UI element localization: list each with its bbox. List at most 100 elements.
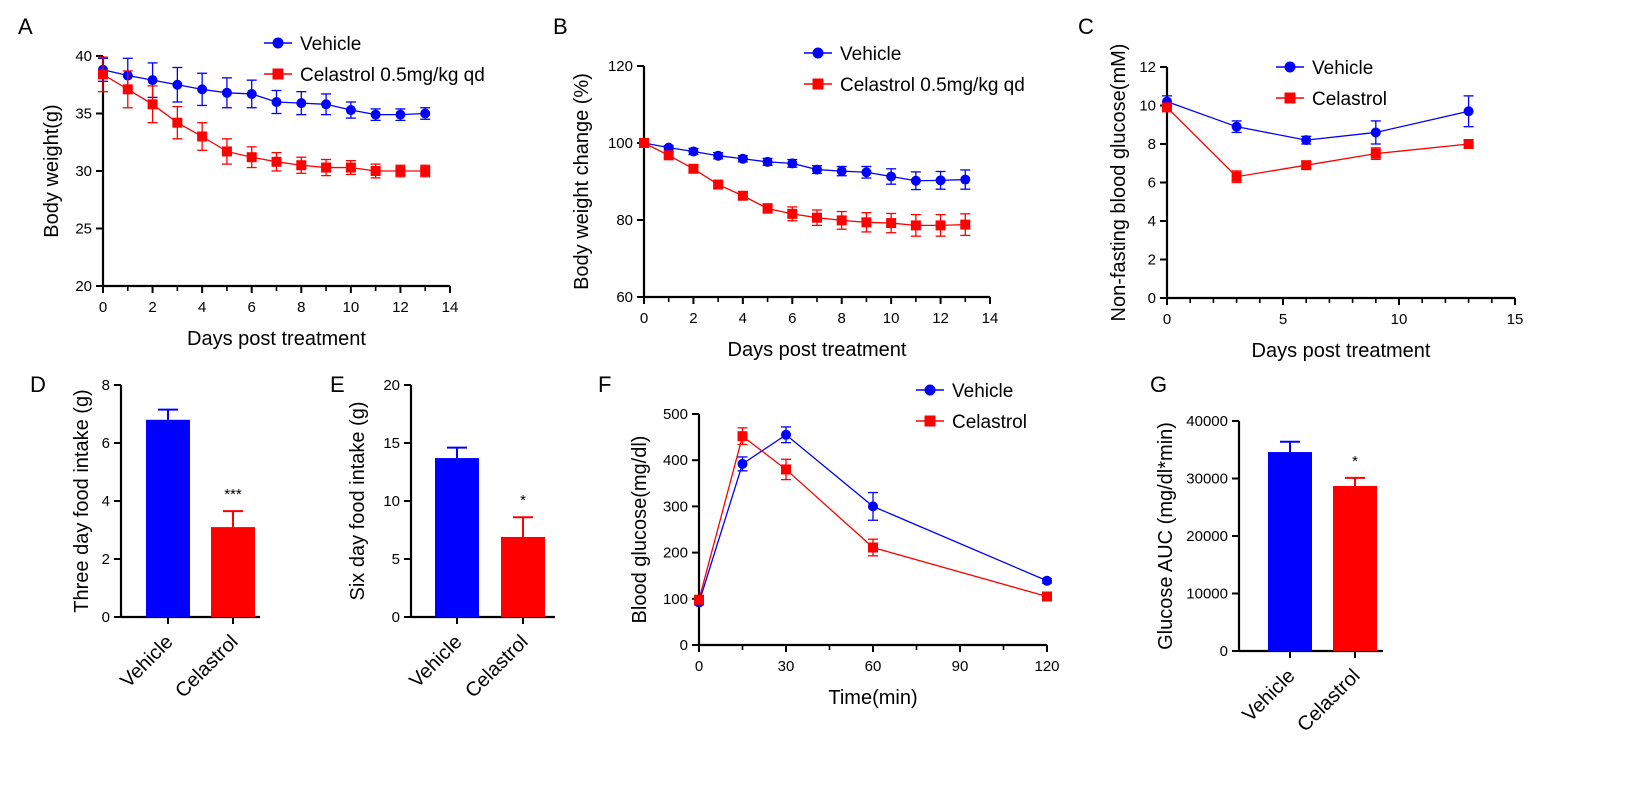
x-tick-label: 2 xyxy=(689,310,697,327)
x-tick-label: 0 xyxy=(99,299,107,316)
data-point xyxy=(1463,106,1474,117)
y-tick-label: 0 xyxy=(1148,290,1156,307)
y-tick-label: 10 xyxy=(1139,98,1156,115)
legend-marker xyxy=(812,47,824,59)
y-tick-label: 60 xyxy=(616,289,633,306)
y-tick-label: 500 xyxy=(663,406,688,423)
y-tick-label: 40 xyxy=(75,48,92,65)
data-point xyxy=(271,97,282,107)
data-point xyxy=(420,108,431,119)
panel-label: C xyxy=(1078,14,1094,39)
data-point xyxy=(713,179,724,190)
y-tick-label: 100 xyxy=(663,591,688,608)
data-point xyxy=(935,220,946,231)
data-point xyxy=(345,162,356,173)
y-tick-label: 10 xyxy=(383,493,400,510)
x-tick-label: 14 xyxy=(442,299,459,316)
x-tick-label: 10 xyxy=(883,310,900,327)
legend-marker xyxy=(1284,92,1296,104)
data-point xyxy=(781,429,791,440)
x-tick-label: 120 xyxy=(1034,658,1059,675)
significance-label: *** xyxy=(224,486,242,503)
data-point xyxy=(836,215,847,226)
data-point xyxy=(197,84,208,95)
data-point xyxy=(812,212,822,223)
data-point xyxy=(861,217,872,228)
y-tick-label: 0 xyxy=(102,609,110,626)
y-tick-label: 8 xyxy=(1148,136,1156,153)
bar xyxy=(1268,452,1312,651)
y-tick-label: 8 xyxy=(102,377,110,394)
data-point xyxy=(172,79,183,90)
y-tick-label: 80 xyxy=(616,212,633,229)
data-point xyxy=(688,146,699,157)
legend-label: Celastrol 0.5mg/kg qd xyxy=(840,75,1025,96)
legend-marker xyxy=(1284,61,1296,73)
data-point xyxy=(1301,135,1312,146)
x-tick-label: 15 xyxy=(1507,311,1524,328)
data-point xyxy=(147,99,158,110)
panel-label: E xyxy=(330,372,345,397)
data-point xyxy=(868,542,878,553)
data-point xyxy=(787,208,798,219)
data-point xyxy=(296,160,307,171)
x-tick-label: 90 xyxy=(952,658,969,675)
x-tick-label: 0 xyxy=(1163,311,1171,328)
significance-label: * xyxy=(520,492,526,509)
data-point xyxy=(713,150,724,161)
x-tick-label: 4 xyxy=(198,299,206,316)
data-point xyxy=(910,175,921,186)
y-axis-title: Six day food intake (g) xyxy=(347,402,369,601)
x-tick-label: Vehicle xyxy=(405,631,466,692)
legend-marker xyxy=(812,78,824,90)
x-axis-title: Days post treatment xyxy=(187,328,366,350)
x-tick-label: 8 xyxy=(297,299,305,316)
y-axis-title: Glucose AUC (mg/dl*min) xyxy=(1155,422,1177,650)
bar xyxy=(501,536,545,617)
y-tick-label: 20 xyxy=(383,377,400,394)
y-tick-label: 0 xyxy=(1220,643,1228,660)
panel-e: E 0 5 10 15 20 Six day food intake (g) VehicleC… xyxy=(330,372,555,702)
data-point xyxy=(663,142,674,153)
panel-b: B 0 2 4 6 8 10 12 14 60 80 100 120 Days post treatmen… xyxy=(553,14,1025,361)
y-tick-label: 15 xyxy=(383,435,400,452)
y-tick-label: 20 xyxy=(75,278,92,295)
data-point xyxy=(296,98,307,109)
data-point xyxy=(737,458,748,469)
y-tick-label: 5 xyxy=(392,551,400,568)
data-point xyxy=(812,164,822,175)
y-tick-label: 20000 xyxy=(1186,528,1228,545)
data-point xyxy=(122,84,133,95)
legend-label: Vehicle xyxy=(952,381,1013,402)
x-tick-label: Celastrol xyxy=(461,631,532,702)
data-point xyxy=(147,75,158,86)
y-tick-label: 6 xyxy=(102,435,110,452)
data-point xyxy=(737,190,748,201)
data-point xyxy=(370,109,381,120)
y-tick-label: 2 xyxy=(102,551,110,568)
legend-marker xyxy=(272,37,284,49)
legend-label: Vehicle xyxy=(300,34,361,55)
data-point xyxy=(1231,171,1242,182)
data-point xyxy=(370,166,381,176)
data-point xyxy=(1370,127,1381,138)
x-axis-title: Days post treatment xyxy=(728,339,907,361)
x-tick-label: 12 xyxy=(392,299,409,316)
bar xyxy=(435,458,479,617)
data-point xyxy=(737,431,748,442)
y-tick-label: 100 xyxy=(608,135,633,152)
y-tick-label: 4 xyxy=(102,493,110,510)
y-tick-label: 12 xyxy=(1139,59,1156,76)
x-tick-label: 60 xyxy=(865,658,882,675)
y-tick-label: 35 xyxy=(75,106,92,123)
y-tick-label: 30000 xyxy=(1186,471,1228,488)
legend-label: Celastrol xyxy=(1312,89,1387,110)
data-point xyxy=(246,88,257,99)
data-point xyxy=(1463,139,1474,149)
legend-marker xyxy=(924,384,936,396)
y-axis-title: Three day food intake (g) xyxy=(71,389,93,612)
y-tick-label: 0 xyxy=(392,609,400,626)
x-tick-label: 30 xyxy=(778,658,795,675)
data-point xyxy=(861,167,872,178)
